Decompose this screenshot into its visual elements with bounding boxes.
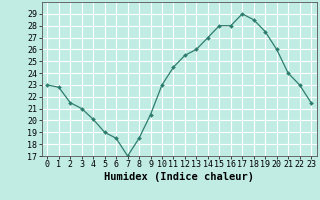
X-axis label: Humidex (Indice chaleur): Humidex (Indice chaleur) — [104, 172, 254, 182]
